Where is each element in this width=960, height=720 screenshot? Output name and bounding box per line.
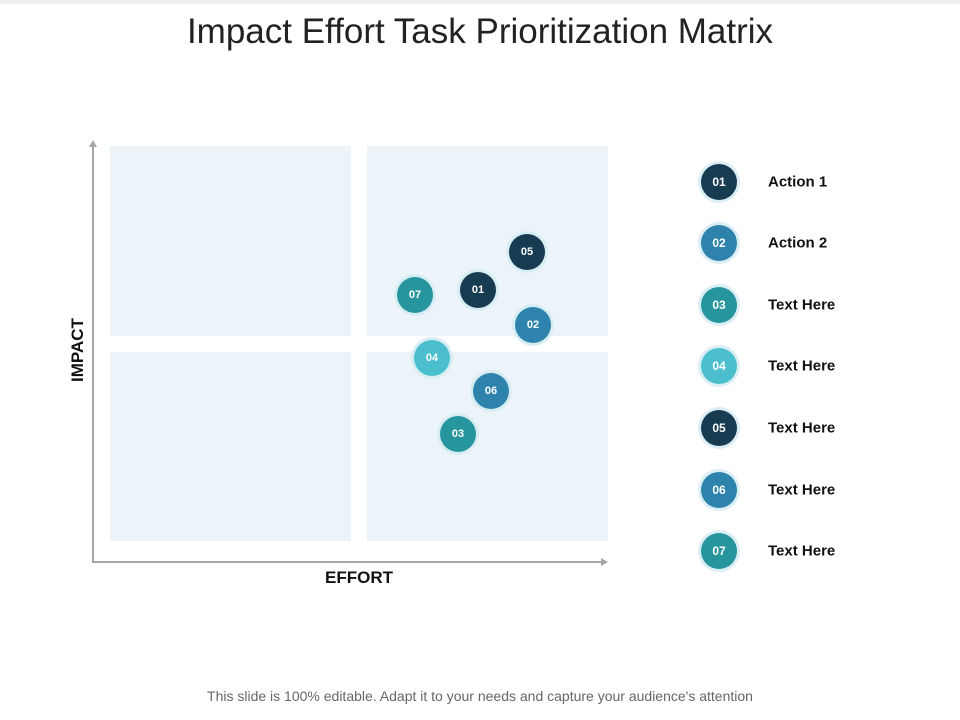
legend-number-06: 06	[701, 472, 737, 508]
legend-number-03: 03	[701, 287, 737, 323]
x-axis-arrow-icon	[601, 558, 608, 566]
legend-number-01: 01	[701, 164, 737, 200]
legend-number-04: 04	[701, 348, 737, 384]
legend-label-07: Text Here	[768, 542, 836, 560]
legend-number-02: 02	[701, 225, 737, 261]
quadrant-top-left	[110, 146, 351, 336]
y-axis-label: IMPACT	[68, 318, 87, 382]
legend-label-03: Text Here	[768, 296, 836, 314]
page-title: Impact Effort Task Prioritization Matrix	[186, 12, 774, 51]
x-axis	[92, 561, 602, 563]
legend-label-02: Action 2	[768, 234, 828, 252]
bubble-03: 03	[440, 416, 476, 452]
x-axis-label: EFFORT	[325, 568, 393, 587]
bubble-01: 01	[460, 272, 496, 308]
legend-label-04: Text Here	[768, 357, 836, 375]
legend-label-01: Action 1	[768, 173, 828, 191]
legend-number-07: 07	[701, 533, 737, 569]
bubble-07: 07	[397, 277, 433, 313]
legend-number-05: 05	[701, 410, 737, 446]
bubble-05: 05	[509, 234, 545, 270]
legend-label-05: Text Here	[768, 419, 836, 437]
legend-label-06: Text Here	[768, 481, 836, 499]
quadrant-bottom-left	[110, 352, 351, 541]
y-axis	[92, 146, 94, 563]
y-axis-arrow-icon	[89, 140, 97, 147]
footer-caption: This slide is 100% editable. Adapt it to…	[207, 688, 753, 704]
bubble-04: 04	[414, 340, 450, 376]
bubble-02: 02	[515, 307, 551, 343]
bubble-06: 06	[473, 373, 509, 409]
top-bar	[0, 0, 960, 4]
